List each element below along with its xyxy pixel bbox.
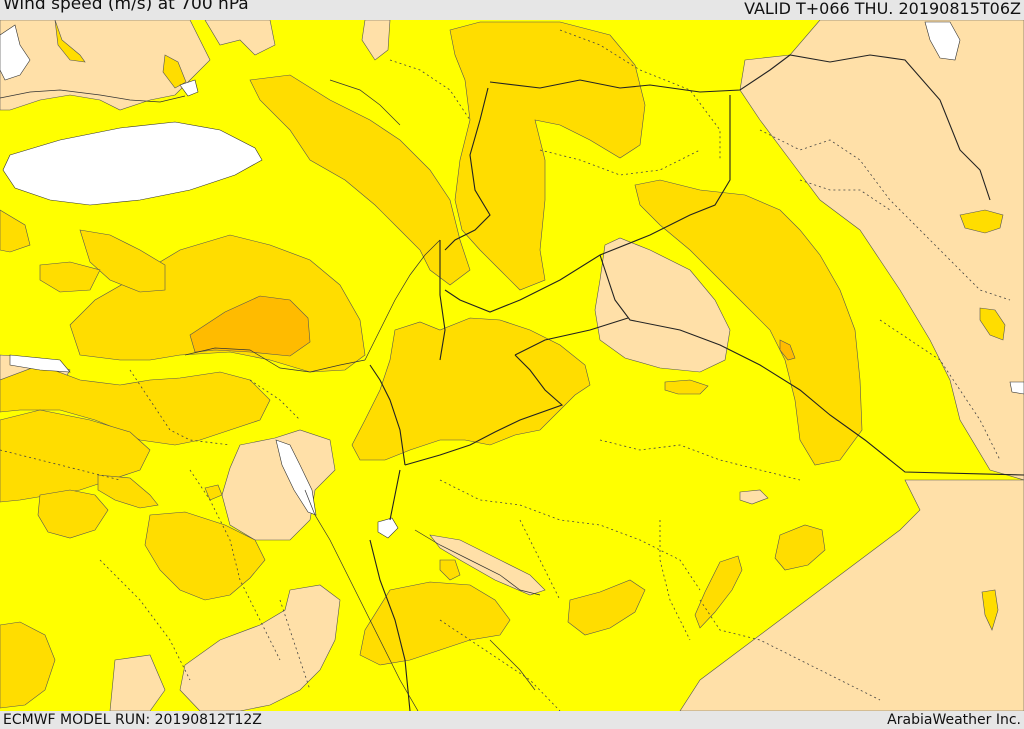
header-bar: Wind speed (m/s) at 700 hPa VALID T+066 … [0,0,1024,20]
map-title: Wind speed (m/s) at 700 hPa [3,0,249,14]
water-gulf [275,439,317,516]
water-bodies [0,21,1024,539]
footer-bar: ECMWF MODEL RUN: 20190812T12Z ArabiaWeat… [0,711,1024,729]
high-wind-regions [189,295,796,361]
credit-label: ArabiaWeather Inc. [887,712,1021,728]
admin-boundaries [0,29,1011,711]
country-borders [369,54,1024,711]
valid-time: VALID T+066 THU. 20190815T06Z [744,0,1021,18]
wind-speed-map [0,20,1024,711]
model-run: ECMWF MODEL RUN: 20190812T12Z [3,712,262,728]
coastlines [0,79,541,711]
water-main [2,121,263,206]
low-wind-regions [0,20,1024,711]
